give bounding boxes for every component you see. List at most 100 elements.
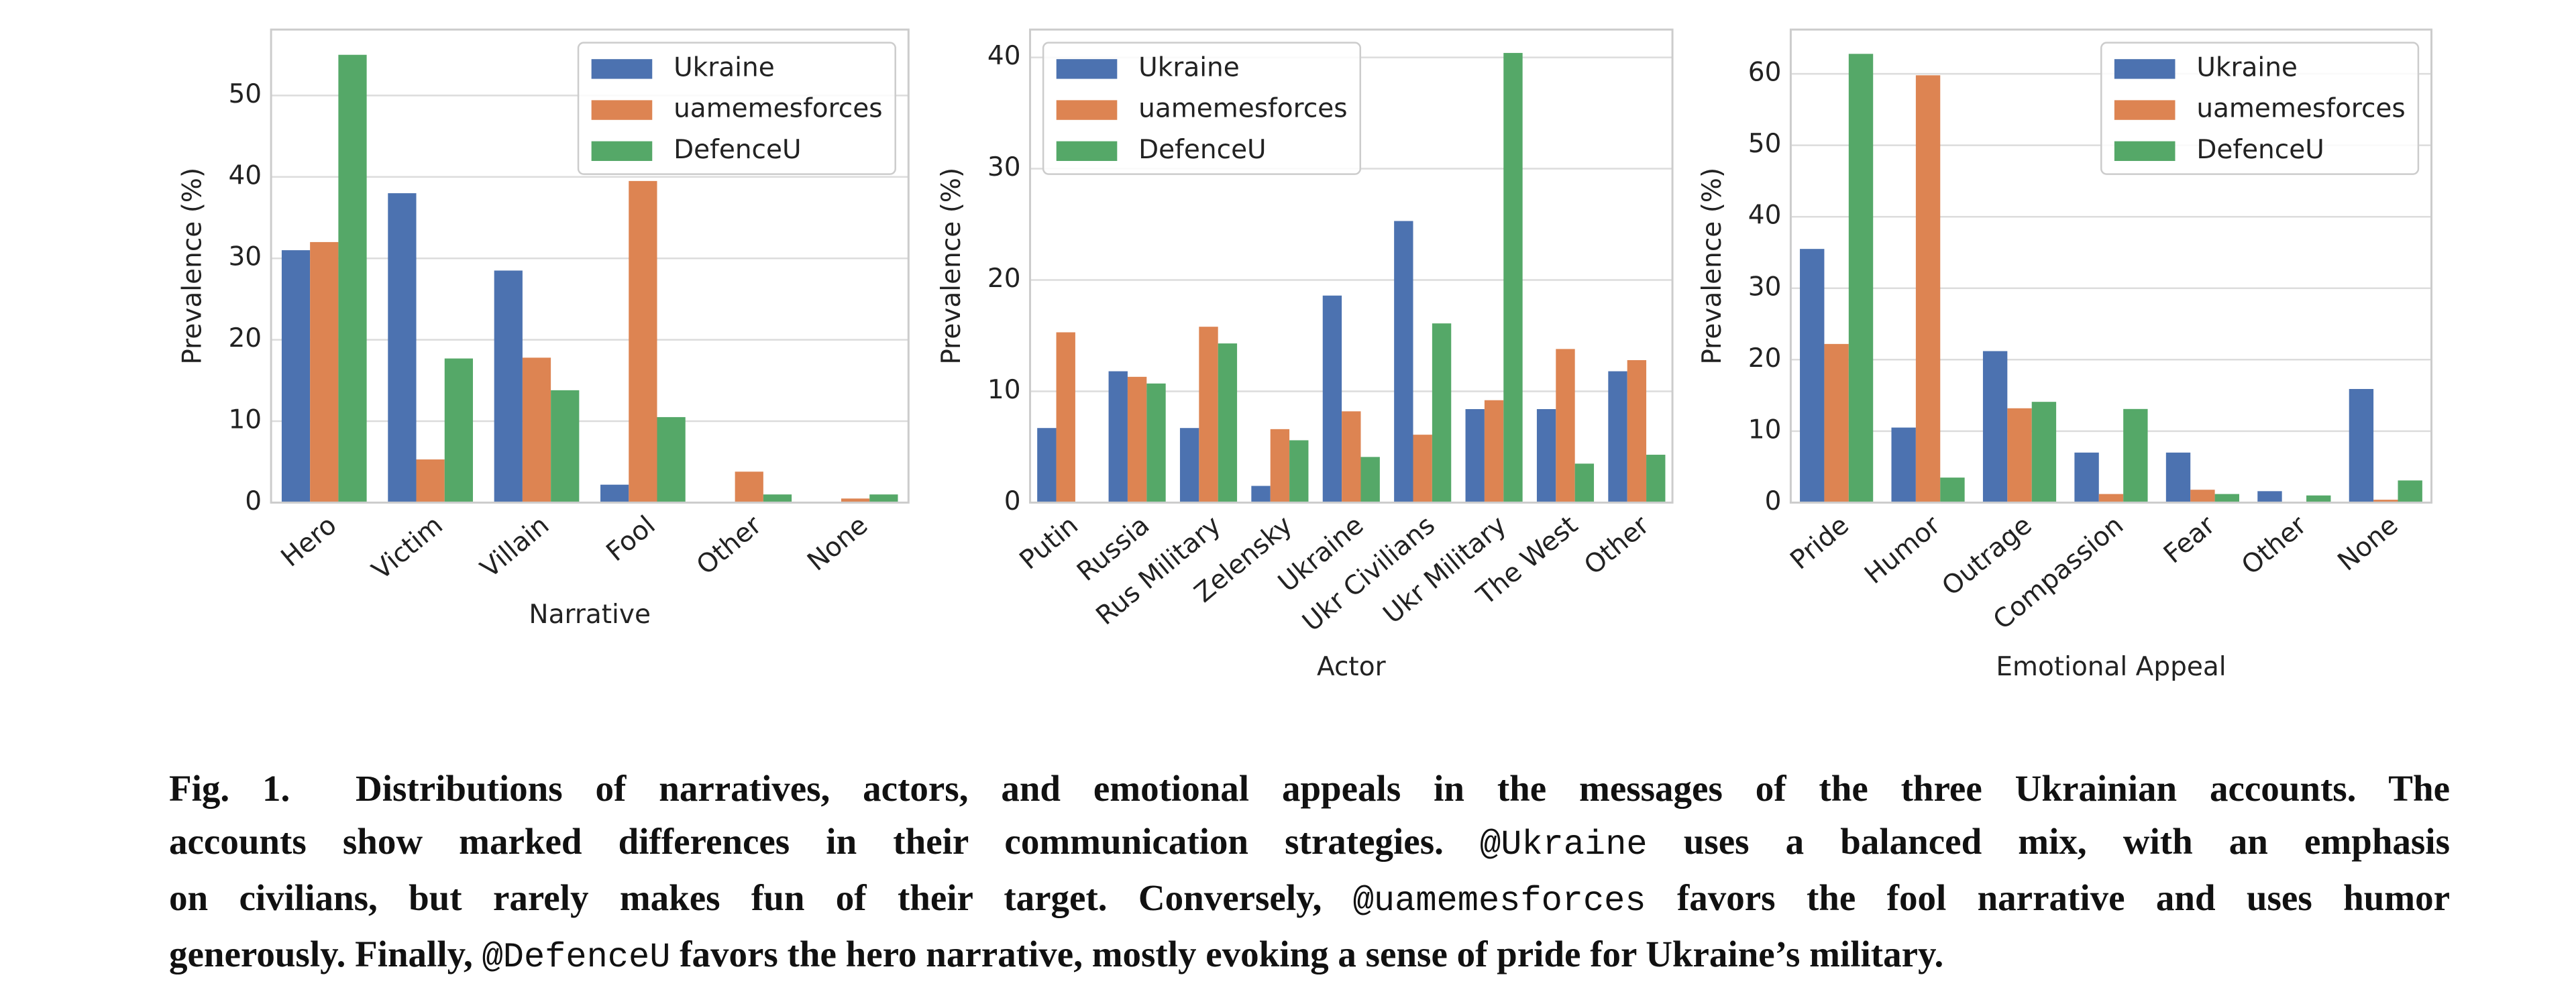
- caption-text: uses a balanced mix, with an emphasis: [1647, 821, 2450, 862]
- bar: [1413, 435, 1432, 503]
- y-tick-label: 40: [228, 160, 262, 190]
- y-axis-label: Prevalence (%): [1697, 168, 1727, 365]
- bar: [1037, 428, 1057, 503]
- caption-line: Fig. 1. Distributions of narratives, act…: [169, 762, 2450, 815]
- bar: [1056, 332, 1075, 503]
- y-tick-label: 40: [987, 41, 1021, 71]
- bar: [551, 390, 580, 503]
- bar: [1360, 457, 1380, 503]
- x-tick-label: Villain: [475, 510, 555, 584]
- legend-label: DefenceU: [2196, 135, 2324, 165]
- bar: [2398, 480, 2422, 503]
- bar: [2007, 408, 2032, 503]
- bar: [600, 484, 629, 503]
- legend-swatch: [591, 100, 653, 120]
- bar: [1556, 349, 1575, 503]
- bar: [444, 358, 473, 503]
- legend-box: [577, 42, 896, 175]
- x-tick-label: None: [802, 510, 873, 577]
- bar: [1394, 221, 1413, 503]
- legend-label: uamemesforces: [1138, 94, 1347, 124]
- bar: [1108, 371, 1128, 503]
- x-tick-label: Other: [691, 510, 767, 581]
- bar: [2165, 452, 2191, 503]
- bar: [1627, 359, 1647, 503]
- axes-frame: [1029, 28, 1674, 504]
- y-tick-label: 30: [228, 242, 262, 272]
- bar: [2098, 494, 2124, 503]
- bar: [1270, 429, 1290, 503]
- x-axis-label: Narrative: [529, 600, 651, 630]
- y-tick-label: 20: [1748, 343, 1782, 374]
- x-tick-label: Other: [2236, 510, 2312, 581]
- y-tick-label: 10: [1748, 414, 1782, 445]
- legend-swatch: [2114, 100, 2176, 120]
- x-axis-label: Actor: [1317, 652, 1387, 682]
- legend-swatch: [1056, 59, 1118, 79]
- bar: [281, 250, 311, 503]
- bar: [338, 54, 367, 503]
- legend-box: [2100, 42, 2420, 175]
- caption-line: generously. Finally, @DefenceU favors th…: [169, 928, 2450, 984]
- bar: [1574, 463, 1595, 503]
- caption-text: accounts show marked differences in thei…: [169, 821, 1480, 862]
- bar: [494, 270, 523, 503]
- y-tick-label: 60: [1748, 58, 1782, 88]
- bar: [1127, 376, 1147, 503]
- legend-swatch: [2114, 141, 2176, 162]
- y-tick-label: 0: [1004, 486, 1021, 516]
- bar: [2257, 491, 2282, 503]
- bar: [2306, 495, 2331, 503]
- bar: [841, 498, 870, 503]
- y-tick-label: 20: [987, 264, 1021, 294]
- y-tick-label: 0: [245, 486, 262, 516]
- bar: [1915, 75, 1941, 503]
- bar: [1289, 440, 1309, 503]
- caption-text: favors the hero narrative, mostly evokin…: [670, 934, 1944, 974]
- bar: [1251, 486, 1271, 503]
- y-tick-label: 30: [987, 152, 1021, 182]
- bar: [416, 459, 445, 503]
- y-axis-label: Prevalence (%): [936, 168, 967, 365]
- bar: [2190, 490, 2215, 503]
- bar: [2031, 402, 2057, 503]
- bar: [388, 193, 417, 503]
- bar: [1218, 343, 1238, 503]
- x-axis-label: Emotional Appeal: [1996, 652, 2226, 682]
- bar: [869, 494, 898, 503]
- bar: [1848, 54, 1874, 503]
- axes-frame: [270, 28, 910, 504]
- account-handle: @Ukraine: [1479, 825, 1648, 864]
- bar: [735, 471, 763, 503]
- bar: [657, 416, 686, 503]
- axes-frame: [1789, 28, 2433, 504]
- bar: [1940, 478, 1965, 503]
- bar: [2123, 408, 2148, 503]
- bar: [310, 241, 339, 503]
- legend-label: Ukraine: [674, 52, 775, 82]
- bar: [1432, 323, 1452, 503]
- x-tick-label: Hero: [276, 510, 343, 573]
- caption-text: favors the fool narrative and uses humor: [1646, 877, 2450, 918]
- y-tick-label: 40: [1748, 201, 1782, 231]
- bar: [1800, 249, 1825, 503]
- bar: [1322, 295, 1342, 503]
- bar: [763, 494, 792, 503]
- legend-label: DefenceU: [674, 135, 801, 165]
- bar: [1646, 455, 1666, 503]
- legend-label: uamemesforces: [674, 94, 882, 124]
- bar: [1199, 327, 1218, 503]
- caption-text: Fig. 1. Distributions of narratives, act…: [169, 768, 2450, 809]
- legend-label: Ukraine: [1138, 52, 1240, 82]
- bar: [1608, 371, 1627, 503]
- bar: [1503, 52, 1523, 503]
- caption-text: on civilians, but rarely makes fun of th…: [169, 877, 1353, 918]
- bar: [1824, 343, 1849, 503]
- bar: [629, 180, 657, 503]
- bar: [1342, 411, 1361, 503]
- y-tick-label: 30: [1748, 272, 1782, 302]
- account-handle: @DefenceU: [482, 938, 671, 977]
- caption-line: accounts show marked differences in thei…: [169, 815, 2450, 871]
- legend-swatch: [591, 59, 653, 79]
- y-tick-label: 50: [228, 79, 262, 109]
